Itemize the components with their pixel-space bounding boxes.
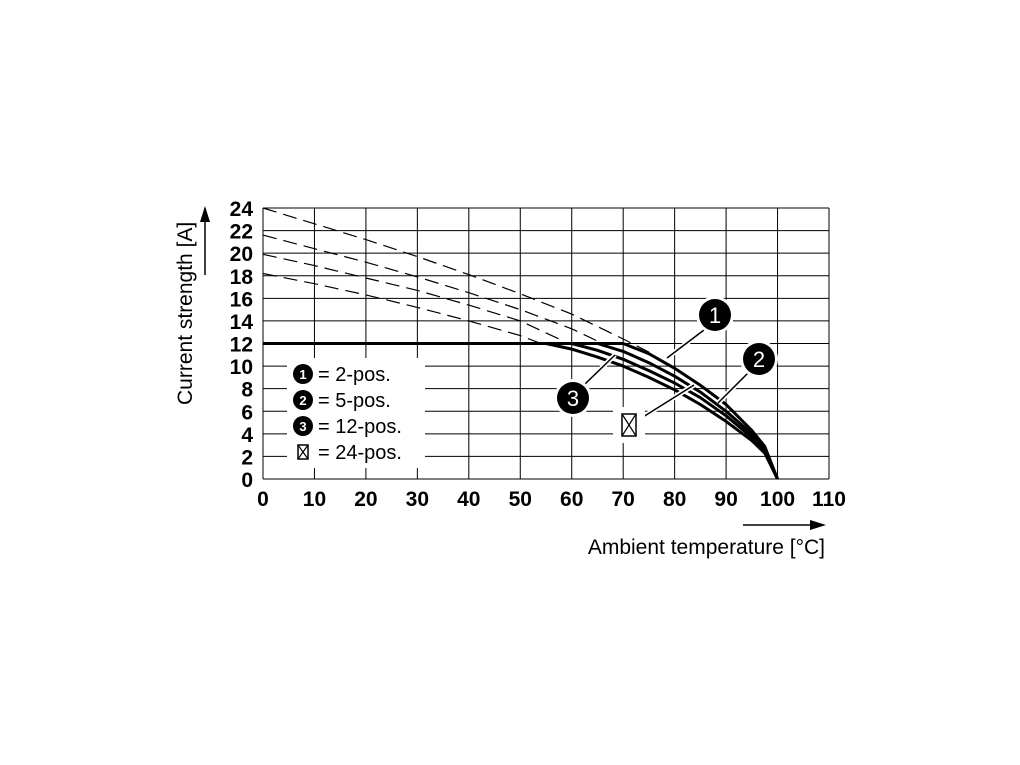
box-marker-diagonal	[297, 444, 309, 460]
marker-number: 3	[299, 419, 306, 434]
curve-5-pos	[597, 342, 779, 480]
x-tick-label: 110	[812, 488, 846, 511]
legend-item: 1 = 2-pos.	[293, 364, 391, 386]
legend-label: = 12-pos.	[318, 416, 402, 438]
x-axis-title: Ambient temperature [°C]	[588, 536, 825, 559]
marker-number: 2	[299, 393, 306, 408]
marker-number: 3	[567, 386, 579, 411]
dashed-line-24-pos	[262, 272, 542, 345]
callout-2: 2	[716, 340, 778, 405]
callouts: 1 2 3	[554, 296, 778, 443]
y-tick-label: 24	[230, 198, 254, 221]
grid	[262, 207, 830, 480]
marker-circle-icon	[743, 343, 775, 375]
callout-3: 3	[554, 353, 617, 417]
y-tick-label: 6	[241, 401, 253, 424]
y-tick-label: 14	[230, 311, 254, 334]
y-tick-label: 8	[241, 379, 253, 402]
y-tick-label: 4	[241, 424, 253, 447]
x-tick-label: 80	[663, 488, 686, 511]
callout-leader	[666, 329, 705, 359]
y-axis-title: Current strength [A]	[174, 222, 197, 405]
marker-circle-icon	[699, 299, 731, 331]
marker-circle-icon	[293, 364, 313, 384]
marker-number: 1	[299, 367, 306, 382]
legend-item: 2 = 5-pos.	[293, 390, 391, 412]
dashed-extrapolations	[262, 207, 655, 356]
dashed-line-12-pos	[262, 253, 562, 341]
legend-item: = 24-pos.	[297, 442, 402, 464]
y-tick-label: 18	[230, 266, 254, 289]
x-axis-title-group: Ambient temperature [°C]	[588, 520, 826, 559]
y-tick-label: 12	[230, 334, 253, 357]
marker-circle-icon	[293, 416, 313, 436]
x-tick-label: 50	[509, 488, 532, 511]
x-tick-label: 100	[760, 488, 795, 511]
x-axis-arrow-head	[810, 520, 826, 530]
legend: 1 = 2-pos. 2 = 5-pos. 3 = 12-pos. = 24-pos.	[287, 358, 425, 468]
x-tick-label: 30	[406, 488, 429, 511]
callout-leader	[584, 354, 616, 385]
box-marker-diagonal	[621, 413, 637, 437]
dashed-line-2-pos	[262, 207, 655, 356]
x-tick-label: 60	[560, 488, 583, 511]
callout-leader	[642, 384, 695, 418]
curve-2-pos	[622, 342, 779, 480]
marker-number: 2	[753, 347, 765, 372]
legend-label: = 24-pos.	[318, 442, 402, 464]
x-axis-ticks: 0 10 20 30 40 50 60 70 80 90 100 110	[257, 488, 846, 511]
callout-1: 1	[665, 296, 734, 360]
marker-circle-icon	[293, 390, 313, 410]
callout-box	[613, 382, 696, 443]
x-tick-label: 70	[612, 488, 635, 511]
y-tick-label: 20	[230, 243, 253, 266]
legend-label: = 2-pos.	[318, 364, 391, 386]
y-axis-title-group: Current strength [A]	[174, 206, 210, 405]
legend-item: 3 = 12-pos.	[293, 416, 402, 438]
x-tick-label: 40	[457, 488, 480, 511]
curve-24-pos	[545, 342, 779, 480]
x-tick-label: 90	[714, 488, 737, 511]
x-tick-label: 0	[257, 488, 269, 511]
callout-leader	[717, 372, 749, 404]
y-tick-label: 0	[241, 469, 253, 492]
legend-label: = 5-pos.	[318, 390, 391, 412]
x-tick-label: 10	[303, 488, 326, 511]
y-tick-label: 2	[241, 446, 253, 469]
marker-circle-icon	[557, 382, 589, 414]
marker-number: 1	[709, 303, 721, 328]
dashed-line-5-pos	[262, 234, 603, 345]
y-tick-label: 16	[230, 288, 253, 311]
y-axis-arrow-head	[200, 206, 210, 222]
y-tick-label: 10	[230, 356, 253, 379]
y-tick-label: 22	[230, 221, 253, 244]
x-tick-label: 20	[354, 488, 377, 511]
